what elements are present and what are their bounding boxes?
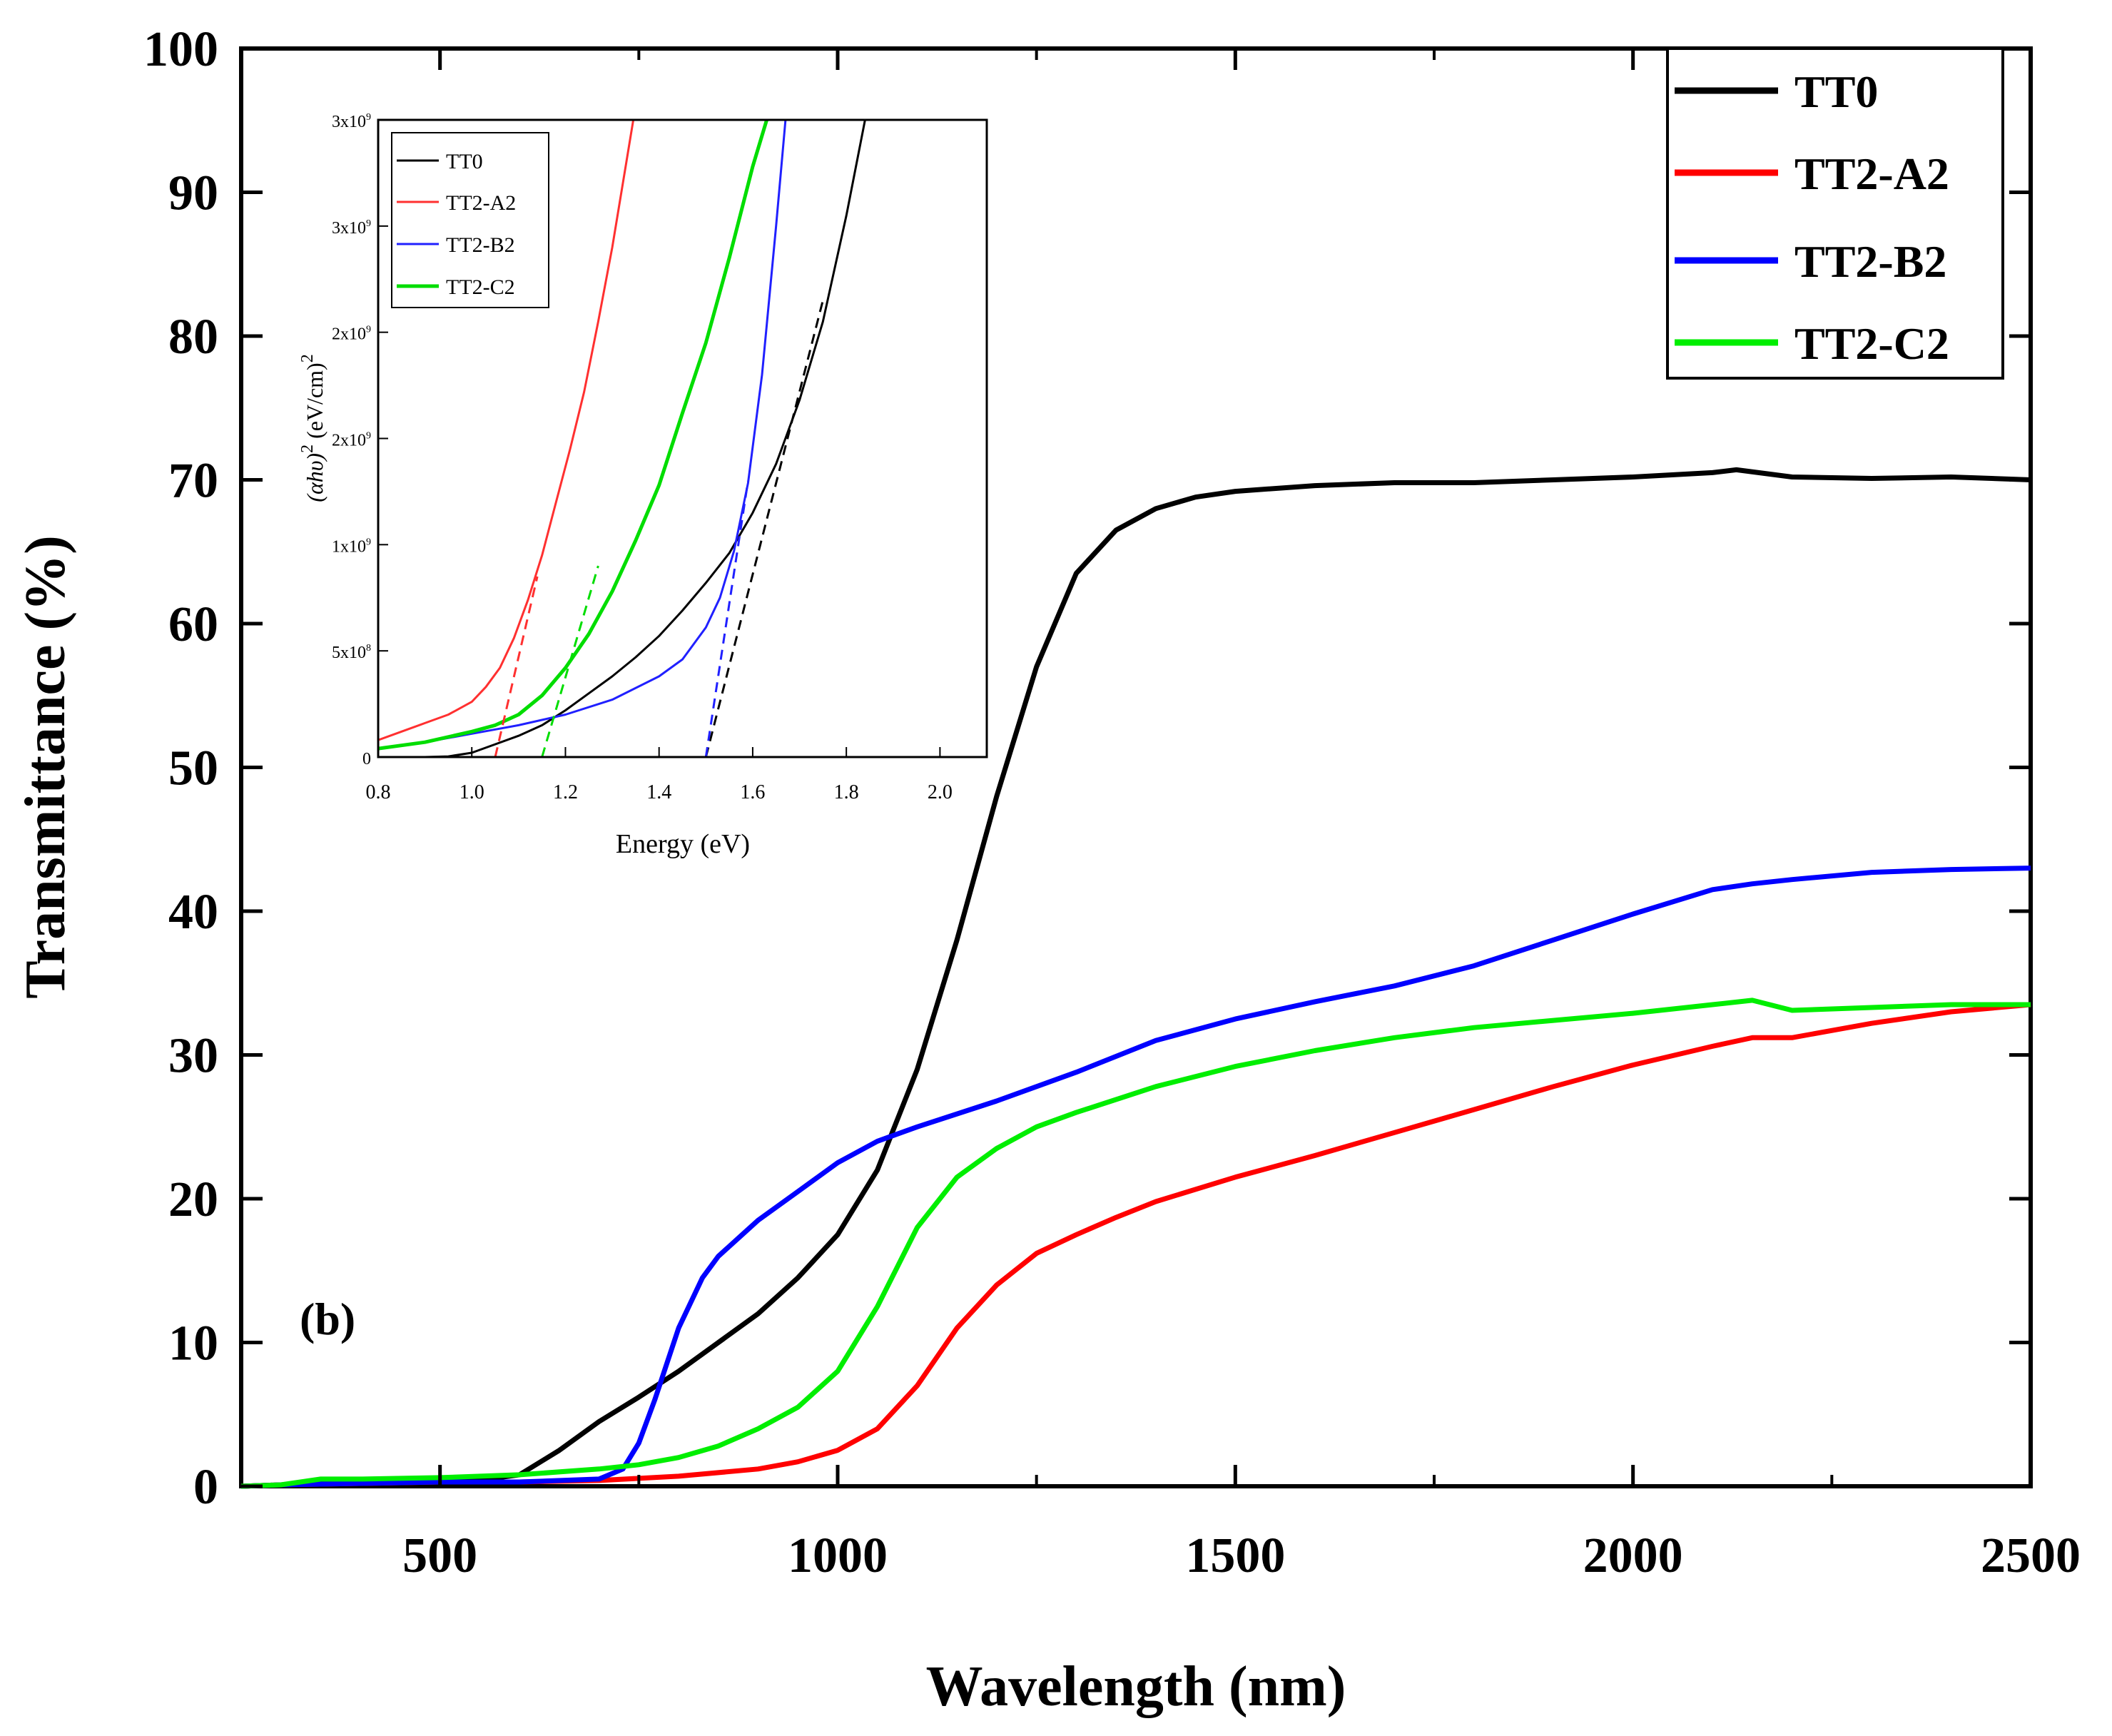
inset-x-tick-label: 1.8	[834, 781, 859, 803]
inset-y-tick-label: 3x109	[332, 218, 371, 238]
main-legend-box	[1666, 47, 2004, 380]
main-plot: 500 1000 1500 2000 2500010203040506070809010…	[14, 22, 2081, 1718]
inset-series-group	[378, 120, 866, 757]
inset-y-tick-label: 2x109	[332, 431, 371, 450]
inset-y-tick-label: 1x109	[332, 537, 371, 556]
main-legend-label-tt0: TT0	[1794, 66, 1878, 117]
inset-y-tick-label: 5x108	[332, 643, 371, 662]
inset-legend: TT0 TT2-A2 TT2-B2 TT2-C2	[391, 132, 549, 308]
inset-legend-label-tt2-c2: TT2-C2	[446, 275, 515, 299]
inset-tangent-tt2-a2	[494, 576, 539, 757]
main-x-tick-label: 2500	[1981, 1528, 2081, 1583]
main-legend: TT0 TT2-A2 TT2-B2 TT2-C2	[1666, 47, 2004, 380]
main-axes-group: 500 1000 1500 2000 2500010203040506070809010…	[143, 22, 2081, 1583]
inset-legend-label-tt0: TT0	[446, 150, 483, 173]
panel-label: (b)	[300, 1294, 355, 1344]
main-legend-label-tt2-a2: TT2-A2	[1794, 148, 1949, 199]
main-series-tt0	[240, 467, 2031, 1489]
inset-x-axis-label: Energy (eV)	[616, 829, 750, 859]
main-legend-label-tt2-c2: TT2-C2	[1794, 318, 1949, 369]
main-series-tt2-c2	[240, 998, 2031, 1489]
main-legend-entry-tt0: TT0	[1675, 66, 1878, 117]
inset-x-tick-label: 1.4	[646, 781, 671, 803]
main-x-tick-label: 500	[402, 1528, 477, 1583]
main-x-tick-label: 1000	[788, 1528, 888, 1583]
inset-series-tt2-a2	[378, 120, 635, 741]
main-series-tt2-b2	[240, 866, 2031, 1489]
main-y-tick-label: 30	[168, 1029, 218, 1084]
main-legend-label-tt2-b2: TT2-B2	[1794, 236, 1946, 287]
inset-tangent-tt0	[704, 300, 824, 757]
main-y-tick-label: 20	[168, 1172, 218, 1227]
inset-y-label-part2: (eV/cm)	[302, 362, 328, 445]
inset-tangent-tt2-c2	[541, 565, 599, 757]
inset-axes-group: 0.8 1.0 1.2 1.4 1.6 1.8 2.0 0 5x108 1x109 2x109 2x1…	[332, 112, 953, 803]
inset-series-tt2-b2	[378, 120, 787, 750]
inset-legend-entry-tt2-b2: TT2-B2	[397, 233, 515, 257]
inset-legend-entry-tt0: TT0	[397, 150, 483, 173]
inset-x-tick-label: 1.0	[460, 781, 484, 803]
inset-x-tick-label: 1.2	[553, 781, 578, 803]
main-y-tick-label: 40	[168, 885, 218, 940]
inset-x-tick-label: 2.0	[928, 781, 953, 803]
main-legend-entry-tt2-a2: TT2-A2	[1675, 148, 1949, 199]
inset-x-tick-label: 1.6	[740, 781, 765, 803]
main-y-tick-label: 70	[168, 454, 218, 509]
main-x-axis-label: Wavelength (nm)	[926, 1655, 1346, 1718]
inset-y-tick-label: 2x109	[332, 325, 371, 344]
inset-plot: 0.8 1.0 1.2 1.4 1.6 1.8 2.0 0 5x108 1x109 2x109 2x1…	[298, 112, 988, 859]
inset-y-label-sup2: 2	[298, 354, 317, 362]
main-y-tick-label: 0	[193, 1460, 218, 1515]
main-legend-entry-tt2-b2: TT2-B2	[1675, 236, 1946, 287]
inset-tangent-tt2-b2	[704, 480, 749, 757]
main-y-tick-label: 60	[168, 597, 218, 652]
main-y-tick-label: 100	[143, 22, 218, 77]
inset-y-label-part1: (αhυ)	[302, 453, 328, 502]
inset-legend-entry-tt2-a2: TT2-A2	[397, 191, 516, 215]
main-series-group	[240, 467, 2031, 1489]
inset-legend-box	[391, 132, 549, 308]
inset-y-axis-label: (αhυ)2 (eV/cm)2	[298, 354, 328, 502]
inset-series-tt2-c2	[378, 120, 768, 751]
inset-y-tick-label: 3x109	[332, 112, 371, 131]
inset-legend-label-tt2-b2: TT2-B2	[446, 233, 515, 257]
main-y-tick-label: 50	[168, 741, 218, 796]
inset-legend-label-tt2-a2: TT2-A2	[446, 191, 516, 215]
main-x-tick-label: 2000	[1583, 1528, 1683, 1583]
inset-y-tick-label: 0	[362, 750, 371, 768]
inset-legend-entry-tt2-c2: TT2-C2	[397, 275, 515, 299]
inset-y-label-sup1: 2	[298, 445, 317, 453]
main-y-tick-label: 90	[168, 166, 218, 221]
main-legend-entry-tt2-c2: TT2-C2	[1675, 318, 1949, 369]
inset-x-tick-label: 0.8	[366, 781, 391, 803]
main-y-tick-label: 80	[168, 310, 218, 365]
main-y-tick-label: 10	[168, 1316, 218, 1371]
inset-clipped-series	[378, 120, 866, 757]
main-y-axis-label: Transmittance (%)	[14, 535, 77, 999]
main-x-tick-label: 1500	[1185, 1528, 1285, 1583]
